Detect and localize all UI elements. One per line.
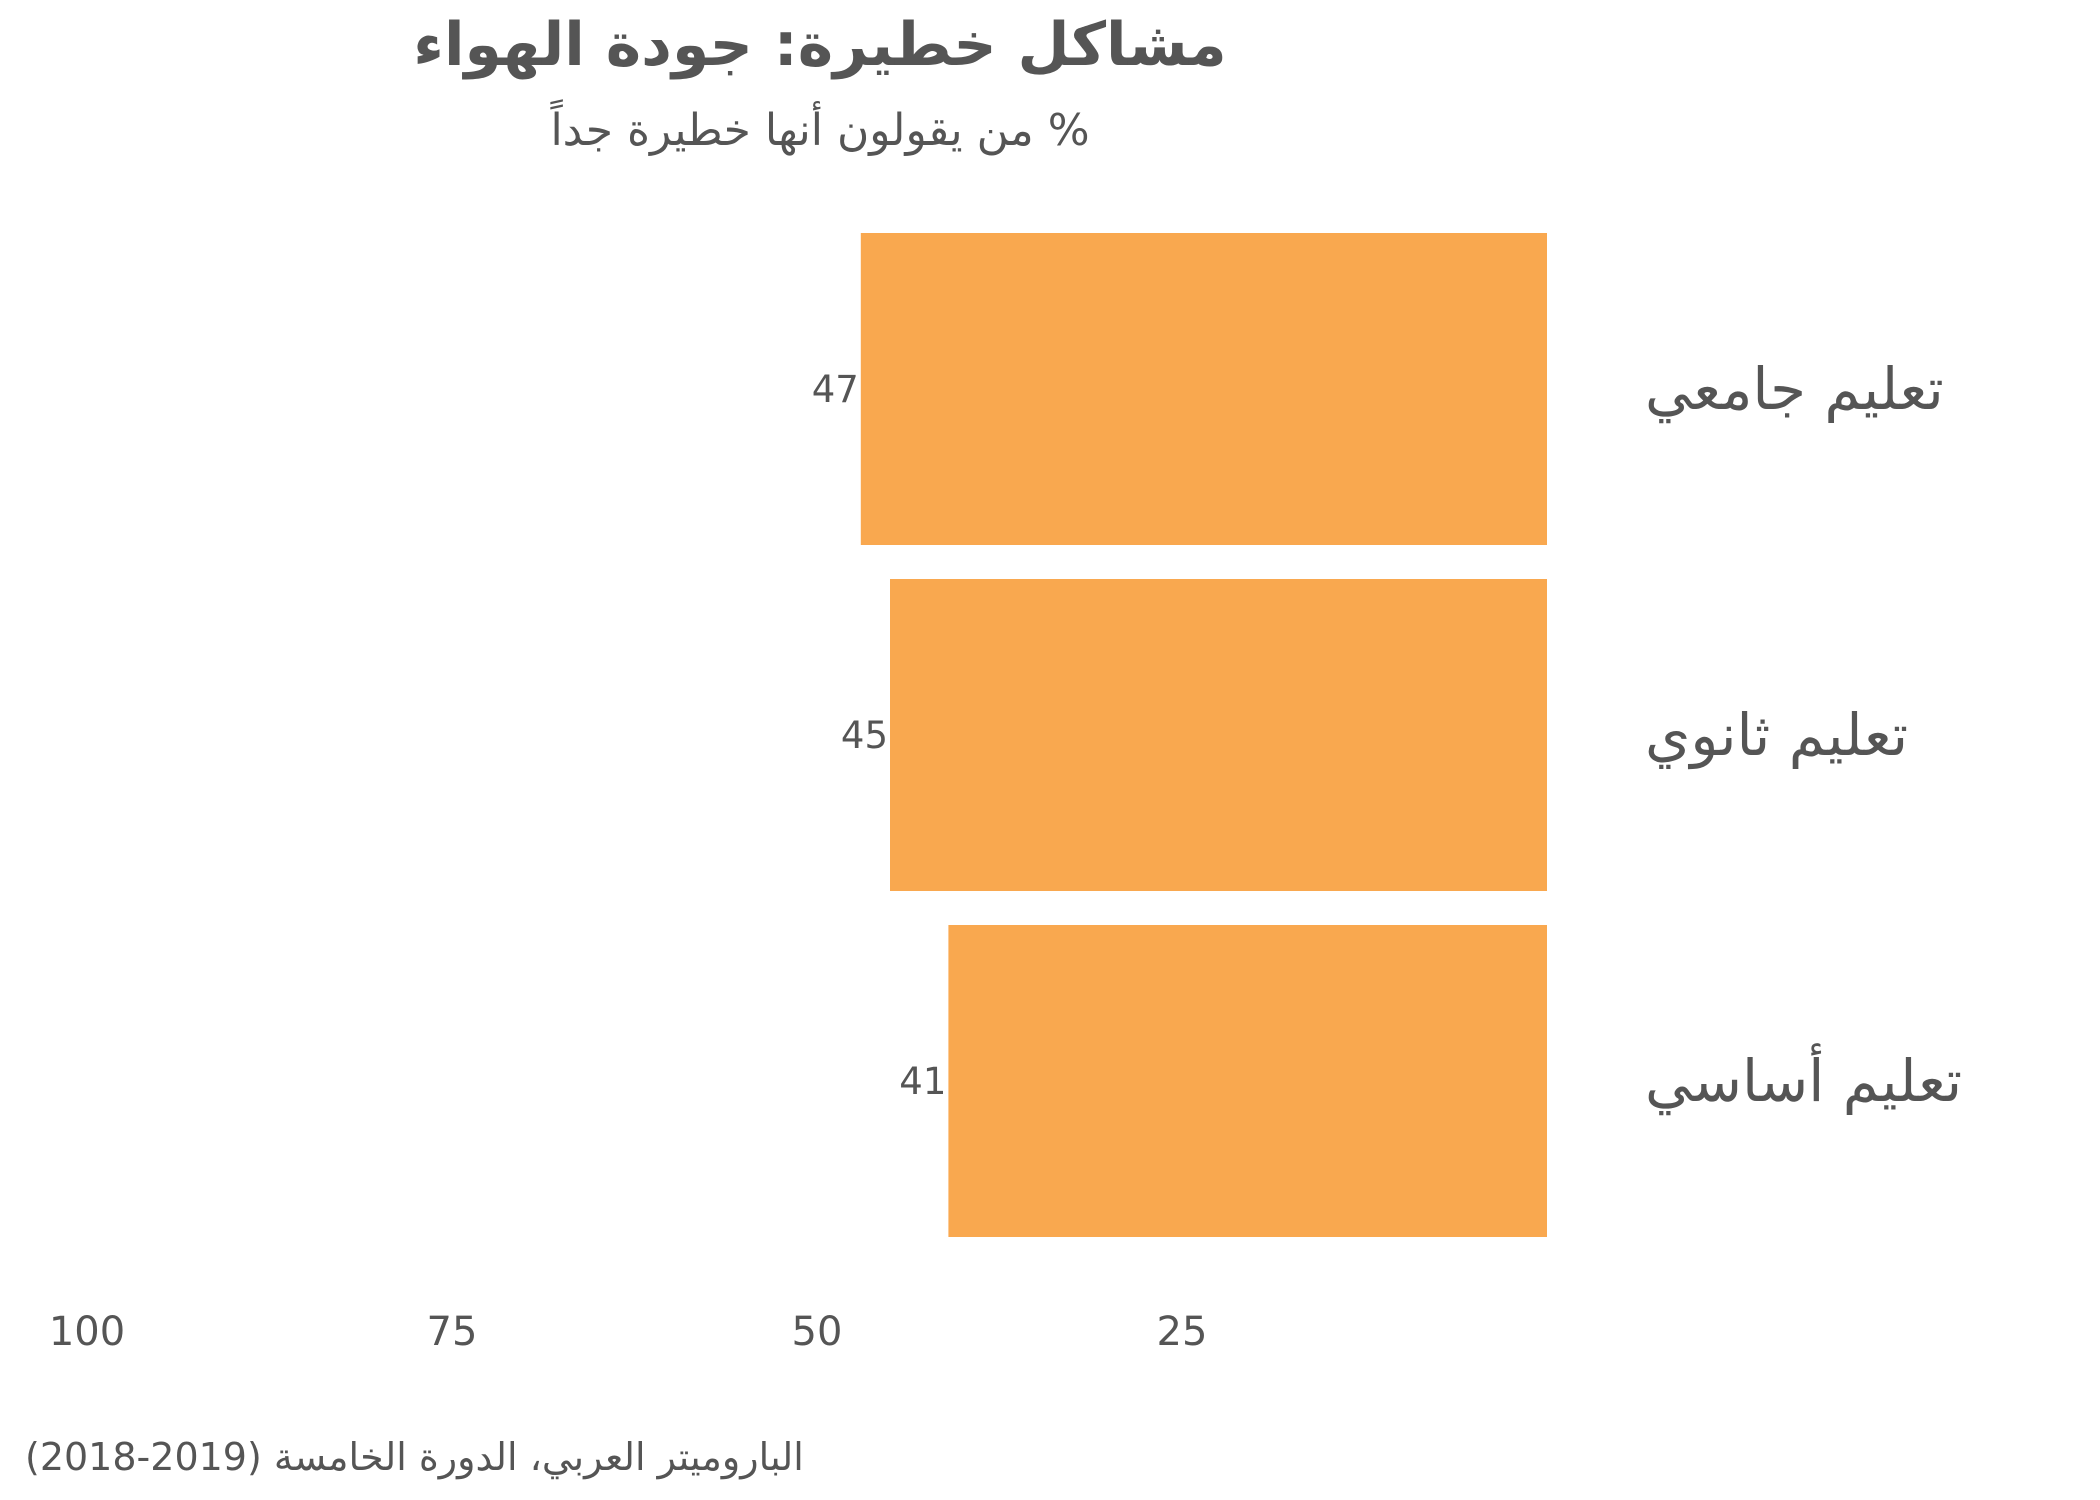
category-label-2: تعليم ثانوي: [1645, 701, 1908, 770]
source-note: الباروميتر العربي، الدورة الخامسة (2019-…: [25, 1435, 804, 1479]
bar-2: [890, 579, 1547, 891]
category-label-3: تعليم أساسي: [1645, 1043, 1962, 1116]
x-tick-label-75: 75: [427, 1309, 478, 1355]
data-label-1: 47: [812, 368, 859, 411]
x-tick-label-25: 25: [1157, 1309, 1208, 1355]
bar-3: [948, 925, 1547, 1237]
bar-1: [860, 233, 1547, 545]
category-label-1: تعليم جامعي: [1645, 355, 1944, 424]
x-tick-label-50: 50: [792, 1309, 843, 1355]
chart-title: مشاكل خطيرة: جودة الهواء: [413, 10, 1227, 80]
data-label-3: 41: [899, 1060, 946, 1103]
data-label-2: 45: [841, 714, 888, 757]
x-tick-label-100: 100: [49, 1309, 125, 1355]
chart-subtitle: % من يقولون أنها خطيرة جداً: [550, 105, 1090, 156]
